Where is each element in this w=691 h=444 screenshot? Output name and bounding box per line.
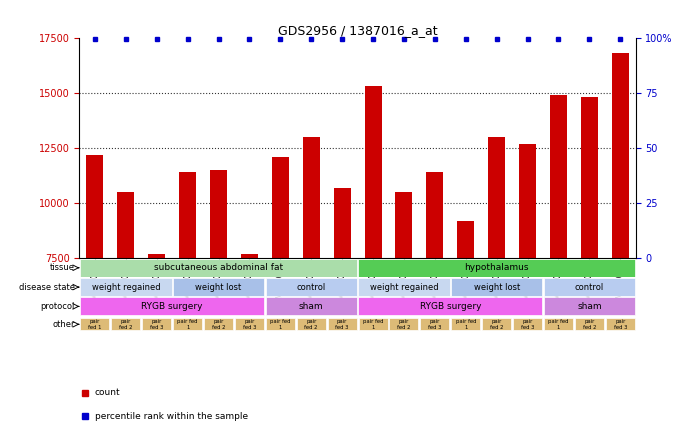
Text: pair
fed 3: pair fed 3 xyxy=(428,319,442,329)
Bar xyxy=(457,221,474,258)
Bar xyxy=(451,278,542,296)
Bar xyxy=(80,278,171,296)
Bar xyxy=(235,318,264,330)
Bar xyxy=(265,278,357,296)
Bar xyxy=(581,97,598,258)
Bar xyxy=(204,318,233,330)
Bar xyxy=(426,172,444,258)
Title: GDS2956 / 1387016_a_at: GDS2956 / 1387016_a_at xyxy=(278,24,437,36)
Bar xyxy=(179,172,196,258)
Text: count: count xyxy=(95,388,120,397)
Text: tissue: tissue xyxy=(50,263,75,272)
Bar xyxy=(265,297,357,315)
Bar xyxy=(173,318,202,330)
Text: disease state: disease state xyxy=(19,282,75,292)
Text: RYGB surgery: RYGB surgery xyxy=(419,302,481,311)
Bar xyxy=(519,143,536,258)
Bar xyxy=(86,155,104,258)
Text: sham: sham xyxy=(299,302,323,311)
Bar xyxy=(612,53,629,258)
Text: other: other xyxy=(53,320,75,329)
Text: pair
fed 3: pair fed 3 xyxy=(243,319,256,329)
Bar xyxy=(142,318,171,330)
Text: pair
fed 2: pair fed 2 xyxy=(211,319,225,329)
Text: control: control xyxy=(575,282,604,292)
Bar xyxy=(80,318,109,330)
Bar xyxy=(149,254,165,258)
Bar xyxy=(365,86,381,258)
Text: pair
fed 2: pair fed 2 xyxy=(490,319,504,329)
Text: protocol: protocol xyxy=(41,302,75,311)
Text: pair fed
1: pair fed 1 xyxy=(548,319,569,329)
Bar xyxy=(451,318,480,330)
Text: weight regained: weight regained xyxy=(91,282,160,292)
Text: weight regained: weight regained xyxy=(370,282,438,292)
Bar xyxy=(575,318,604,330)
Text: RYGB surgery: RYGB surgery xyxy=(142,302,203,311)
Bar xyxy=(266,318,295,330)
Bar xyxy=(550,95,567,258)
Bar xyxy=(513,318,542,330)
Bar xyxy=(272,157,289,258)
Bar xyxy=(111,318,140,330)
Text: pair
fed 3: pair fed 3 xyxy=(335,319,349,329)
Bar xyxy=(173,278,264,296)
Bar xyxy=(358,259,635,277)
Bar xyxy=(395,192,413,258)
Bar xyxy=(544,318,573,330)
Text: pair fed
1: pair fed 1 xyxy=(178,319,198,329)
Bar xyxy=(303,137,320,258)
Bar xyxy=(606,318,635,330)
Text: pair
fed 2: pair fed 2 xyxy=(305,319,318,329)
Bar xyxy=(334,188,350,258)
Text: pair
fed 3: pair fed 3 xyxy=(521,319,534,329)
Text: subcutaneous abdominal fat: subcutaneous abdominal fat xyxy=(154,263,283,272)
Bar xyxy=(488,137,505,258)
Bar xyxy=(544,297,635,315)
Bar xyxy=(117,192,134,258)
Bar xyxy=(358,297,542,315)
Text: weight lost: weight lost xyxy=(473,282,520,292)
Bar xyxy=(482,318,511,330)
Bar xyxy=(544,278,635,296)
Bar xyxy=(296,318,325,330)
Text: pair fed
1: pair fed 1 xyxy=(455,319,476,329)
Text: pair
fed 2: pair fed 2 xyxy=(397,319,410,329)
Text: pair fed
1: pair fed 1 xyxy=(270,319,291,329)
Bar xyxy=(210,170,227,258)
Text: pair
fed 2: pair fed 2 xyxy=(119,319,133,329)
Bar xyxy=(328,318,357,330)
Text: sham: sham xyxy=(577,302,602,311)
Text: pair
fed 2: pair fed 2 xyxy=(583,319,596,329)
Text: pair
fed 3: pair fed 3 xyxy=(150,319,163,329)
Text: hypothalamus: hypothalamus xyxy=(464,263,529,272)
Bar xyxy=(80,297,264,315)
Bar xyxy=(390,318,419,330)
Bar xyxy=(359,318,388,330)
Bar xyxy=(358,278,450,296)
Text: percentile rank within the sample: percentile rank within the sample xyxy=(95,412,248,420)
Bar xyxy=(420,318,449,330)
Text: pair
fed 3: pair fed 3 xyxy=(614,319,627,329)
Text: pair
fed 1: pair fed 1 xyxy=(88,319,102,329)
Text: control: control xyxy=(296,282,326,292)
Text: weight lost: weight lost xyxy=(196,282,242,292)
Text: pair fed
1: pair fed 1 xyxy=(363,319,384,329)
Bar xyxy=(80,259,357,277)
Bar xyxy=(241,254,258,258)
